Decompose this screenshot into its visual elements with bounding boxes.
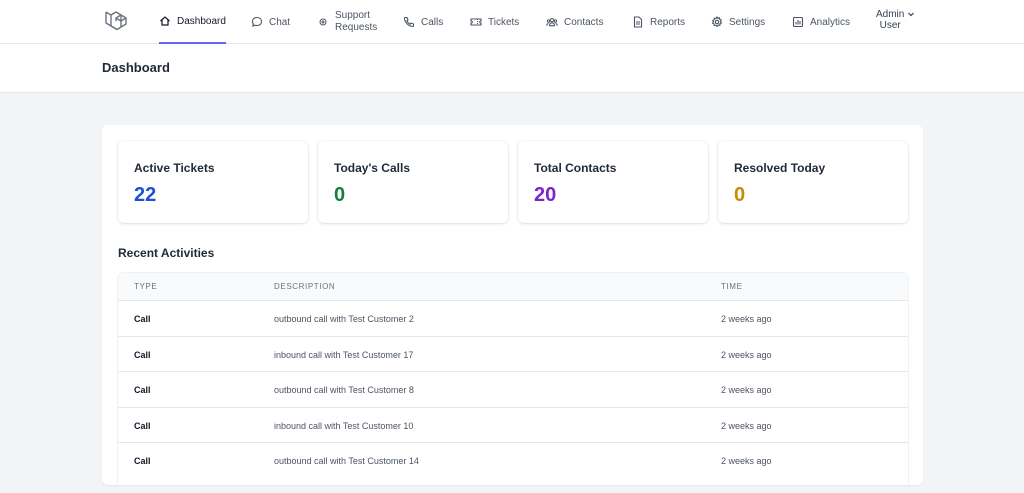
nav-contacts-label: Contacts <box>564 16 604 28</box>
stat-label: Total Contacts <box>534 161 617 175</box>
app-logo-icon[interactable] <box>103 8 129 34</box>
stat-card-total-contacts: Total Contacts 20 <box>518 141 708 223</box>
chat-bubble-icon <box>251 16 263 28</box>
stat-label: Resolved Today <box>734 161 826 175</box>
document-icon <box>632 16 644 28</box>
cell-type: Call <box>134 456 151 466</box>
gear-icon <box>711 16 723 28</box>
nav-reports-label: Reports <box>650 16 686 28</box>
top-navigation: Dashboard Chat Support Requests Calls Ti… <box>0 0 1024 44</box>
table-row[interactable]: Call inbound call with Test Customer 10 … <box>118 406 908 442</box>
nav-tickets[interactable]: Tickets <box>470 0 519 44</box>
ticket-icon <box>470 16 482 28</box>
user-menu[interactable]: Admin User <box>876 9 915 31</box>
column-header-type: TYPE <box>134 282 158 291</box>
page-title: Dashboard <box>102 60 170 75</box>
stat-value: 22 <box>134 184 157 206</box>
cell-description: inbound call with Test Customer 17 <box>274 349 414 360</box>
table-row[interactable]: Call inbound call with Test Customer 17 … <box>118 335 908 371</box>
nav-dashboard-label: Dashboard <box>177 15 226 27</box>
stat-card-todays-calls: Today's Calls 0 <box>318 141 508 223</box>
cell-time: 2 weeks ago <box>721 385 772 395</box>
stat-value: 20 <box>534 184 557 206</box>
cell-type: Call <box>134 420 151 431</box>
table-header: TYPE DESCRIPTION TIME <box>118 273 908 300</box>
nav-settings[interactable]: Settings <box>711 0 765 44</box>
phone-icon <box>403 16 415 28</box>
cell-description: outbound call with Test Customer 2 <box>274 314 414 324</box>
nav-chat[interactable]: Chat <box>251 0 290 44</box>
recent-activities-title: Recent Activities <box>118 246 215 260</box>
chevron-down-icon <box>907 10 915 21</box>
nav-dashboard[interactable]: Dashboard <box>159 0 226 44</box>
nav-settings-label: Settings <box>729 16 766 28</box>
cell-time: 2 weeks ago <box>721 349 772 360</box>
nav-contacts[interactable]: Contacts <box>546 0 603 44</box>
home-icon <box>159 15 171 27</box>
bar-chart-icon <box>792 16 804 28</box>
user-name: Admin User <box>876 9 905 31</box>
dashboard-card: Active Tickets 22 Today's Calls 0 Total … <box>102 125 923 485</box>
cell-type: Call <box>134 385 151 395</box>
nav-support-requests-label: Support Requests <box>335 10 378 33</box>
nav-support-requests[interactable]: Support Requests <box>317 0 379 44</box>
support-icon <box>317 16 329 28</box>
table-row[interactable]: Call outbound call with Test Customer 14… <box>118 442 908 478</box>
nav-calls-label: Calls <box>421 16 444 28</box>
page-header: Dashboard <box>0 44 1024 93</box>
nav-tickets-label: Tickets <box>488 16 520 28</box>
table-row[interactable]: Call outbound call with Test Customer 8 … <box>118 371 908 407</box>
cell-type: Call <box>134 314 151 324</box>
nav-analytics-label: Analytics <box>810 16 851 28</box>
cell-time: 2 weeks ago <box>721 456 772 466</box>
stat-label: Active Tickets <box>134 161 215 175</box>
stat-value: 0 <box>334 184 346 206</box>
nav-analytics[interactable]: Analytics <box>792 0 850 44</box>
stat-value: 0 <box>734 184 746 206</box>
column-header-description: DESCRIPTION <box>274 282 336 291</box>
cell-type: Call <box>134 349 151 360</box>
stat-card-active-tickets: Active Tickets 22 <box>118 141 308 223</box>
users-icon <box>546 16 558 28</box>
table-row[interactable]: Call outbound call with Test Customer 2 … <box>118 300 908 336</box>
cell-description: outbound call with Test Customer 14 <box>274 456 419 466</box>
column-header-time: TIME <box>721 282 743 291</box>
recent-activities-table: TYPE DESCRIPTION TIME Call outbound call… <box>118 273 908 493</box>
stat-label: Today's Calls <box>334 161 410 175</box>
nav-calls[interactable]: Calls <box>403 0 443 44</box>
nav-reports[interactable]: Reports <box>632 0 685 44</box>
cell-description: outbound call with Test Customer 8 <box>274 385 414 395</box>
nav-chat-label: Chat <box>269 16 291 28</box>
cell-time: 2 weeks ago <box>721 420 772 431</box>
stat-card-resolved-today: Resolved Today 0 <box>718 141 908 223</box>
cell-time: 2 weeks ago <box>721 314 772 324</box>
cell-description: inbound call with Test Customer 10 <box>274 420 414 431</box>
